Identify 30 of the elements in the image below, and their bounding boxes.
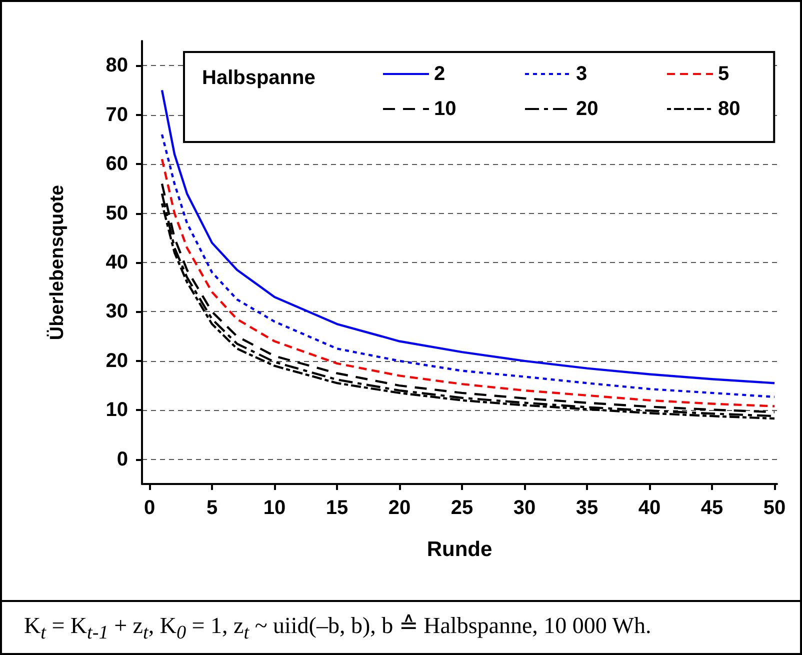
y-axis-title: Überlebensquote — [46, 184, 68, 340]
x-tick-label: 30 — [513, 497, 536, 519]
x-tick-label: 45 — [700, 497, 724, 519]
legend-label: 10 — [434, 98, 456, 120]
legend-label: 80 — [718, 98, 740, 120]
x-tick-label: 5 — [206, 497, 218, 519]
y-tick-label: 30 — [106, 300, 128, 323]
legend-label: 5 — [718, 63, 730, 85]
text: K$_{t}$ = K$_{t-1}$ + z$_{t}$, K$_{0}$ = 1, z$_{t}$ ~ uiid(–b, b), b ≙ Halbspanne, 10 000 Wh. — [24, 613, 652, 644]
legend-label: 20 — [576, 98, 598, 120]
x-tick-label: 20 — [388, 497, 411, 519]
x-tick-label: 40 — [638, 497, 661, 519]
y-tick-label: 10 — [106, 399, 128, 422]
y-tick-label: 40 — [106, 252, 128, 274]
x-tick-label: 0 — [144, 497, 156, 519]
y-tick-label: 50 — [106, 202, 128, 224]
x-tick-label: 35 — [576, 497, 598, 519]
y-tick-label: 20 — [106, 350, 128, 372]
y-tick-label: 0 — [116, 448, 128, 470]
x-tick-label: 50 — [763, 497, 786, 519]
legend-title: Halbspanne — [202, 67, 316, 89]
y-tick-label: 60 — [106, 153, 128, 176]
x-tick-label: 25 — [450, 497, 474, 519]
x-tick-label: 10 — [263, 497, 286, 519]
x-axis-title: Runde — [426, 538, 492, 561]
y-tick-label: 70 — [106, 104, 128, 126]
legend-label: 2 — [434, 63, 446, 85]
y-tick-label: 80 — [106, 54, 128, 77]
legend-label: 3 — [576, 63, 588, 85]
x-tick-label: 15 — [326, 497, 348, 519]
